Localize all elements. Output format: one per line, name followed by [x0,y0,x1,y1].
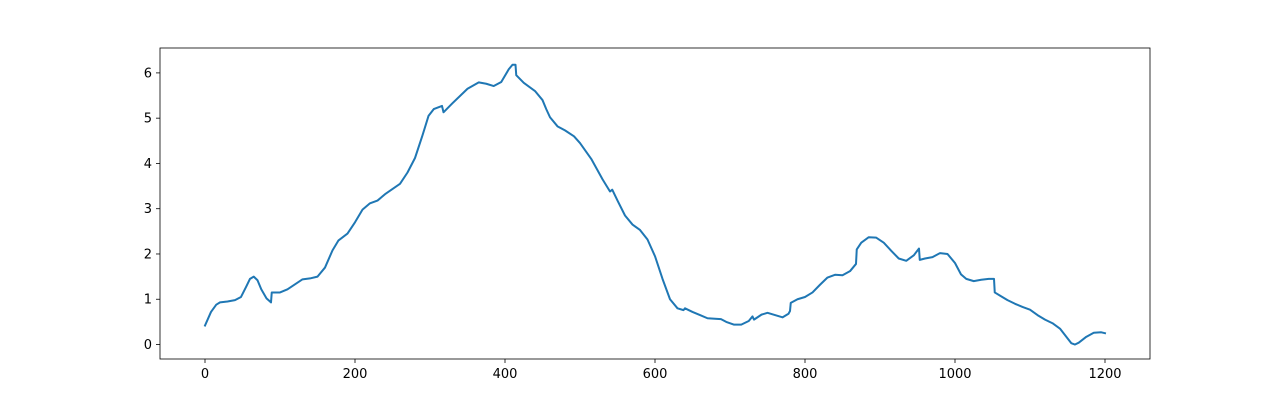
x-tick-label: 0 [201,367,209,382]
x-tick-label: 800 [793,367,818,382]
x-tick-label: 600 [643,367,668,382]
y-tick-label: 3 [144,202,152,217]
x-tick-label: 400 [493,367,518,382]
x-axis: 0 200 400 600 800 1000 1200 [201,359,1122,382]
x-tick-label: 1200 [1088,367,1121,382]
x-tick-label: 200 [343,367,368,382]
y-tick-label: 2 [144,247,152,262]
series-line-1 [203,63,1107,346]
y-tick-label: 6 [144,66,152,81]
y-tick-label: 4 [144,157,152,172]
y-tick-label: 1 [144,293,152,308]
x-tick-label: 1000 [938,367,971,382]
y-tick-label: 5 [144,112,152,127]
series-layer [203,63,1107,346]
plot-frame [159,47,1151,360]
plot-area [160,48,1150,359]
y-tick-label: 0 [144,338,152,353]
y-axis: 0 1 2 3 4 5 6 [144,66,160,353]
